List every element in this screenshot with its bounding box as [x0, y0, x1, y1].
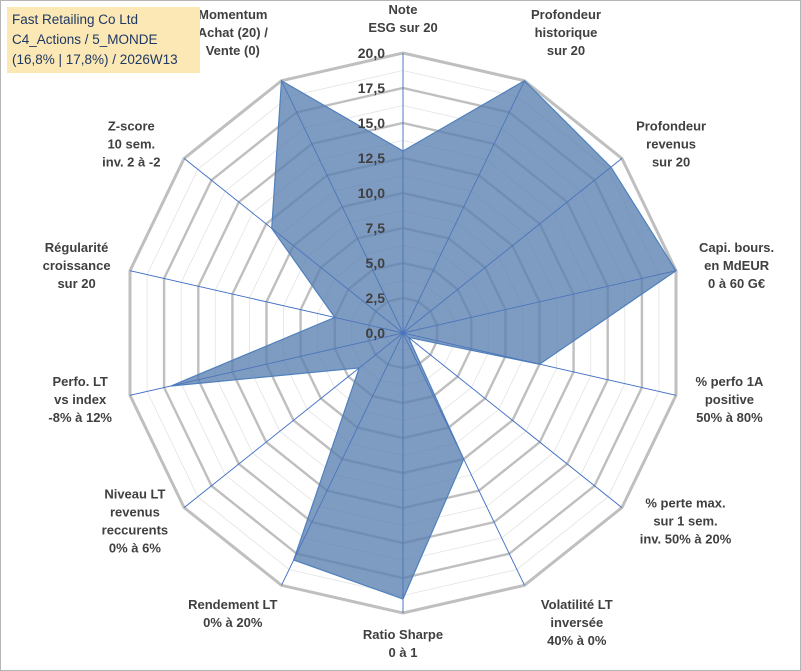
chart-title-box: Fast Retailing Co Ltd C4_Actions / 5_MON… — [7, 7, 200, 73]
radar-category-label: Z-score 10 sem. inv. 2 à -2 — [102, 119, 160, 170]
radar-category-label: Ratio Sharpe 0 à 1 — [363, 627, 443, 660]
radar-category-label: Profondeur historique sur 20 — [531, 7, 601, 58]
title-stats: (16,8% | 17,8%) / 2026W13 — [12, 52, 178, 67]
radar-category-label: Volatilité LT inversée 40% à 0% — [541, 597, 613, 648]
radar-tick-label: 20,0 — [358, 45, 385, 61]
title-universe: C4_Actions / 5_MONDE — [12, 32, 158, 47]
radar-category-label: Momentum Achat (20) / Vente (0) — [198, 7, 268, 58]
radar-tick-label: 2,5 — [366, 290, 386, 306]
radar-axis-spoke-overlay — [183, 158, 404, 334]
radar-series-area — [170, 79, 677, 600]
radar-axis-spoke-overlay — [281, 80, 404, 334]
radar-category-label: % perte max. sur 1 sem. inv. 50% à 20% — [640, 495, 732, 546]
radar-axis-spoke-overlay — [402, 332, 525, 586]
radar-tick-label: 17,5 — [358, 80, 385, 96]
radar-category-label: Perfo. LT vs index -8% à 12% — [48, 374, 112, 425]
radar-category-label: Note ESG sur 20 — [368, 2, 437, 35]
radar-category-label: Niveau LT revenus reccurents 0% à 6% — [102, 486, 168, 555]
radar-category-label: Capi. bours. en MdEUR 0 à 60 G€ — [699, 240, 774, 291]
radar-category-label: % perfo 1A positive 50% à 80% — [695, 374, 764, 425]
radar-axis-spoke-overlay — [402, 158, 623, 334]
radar-axis-spoke-overlay — [183, 332, 404, 508]
radar-tick-label: 10,0 — [358, 185, 385, 201]
title-company: Fast Retailing Co Ltd — [12, 12, 139, 27]
radar-category-label: Profondeur revenus sur 20 — [636, 119, 706, 170]
radar-axis-spoke-overlay — [402, 270, 677, 334]
radar-axis-spoke-overlay — [402, 80, 525, 334]
radar-axis-spoke-overlay — [129, 270, 404, 334]
radar-tick-label: 5,0 — [366, 255, 386, 271]
radar-axis-spoke-overlay — [281, 332, 404, 586]
radar-tick-label: 15,0 — [358, 115, 385, 131]
radar-tick-label: 7,5 — [366, 220, 386, 236]
radar-category-label: Rendement LT 0% à 20% — [188, 597, 277, 630]
radar-tick-label: 0,0 — [366, 325, 386, 341]
radar-axis-spoke-overlay — [129, 332, 404, 396]
radar-axis-spoke-overlay — [402, 332, 623, 508]
radar-tick-label: 12,5 — [358, 150, 385, 166]
radar-category-label: Régularité croissance sur 20 — [43, 240, 111, 291]
radar-axis-spoke-overlay — [402, 332, 677, 396]
